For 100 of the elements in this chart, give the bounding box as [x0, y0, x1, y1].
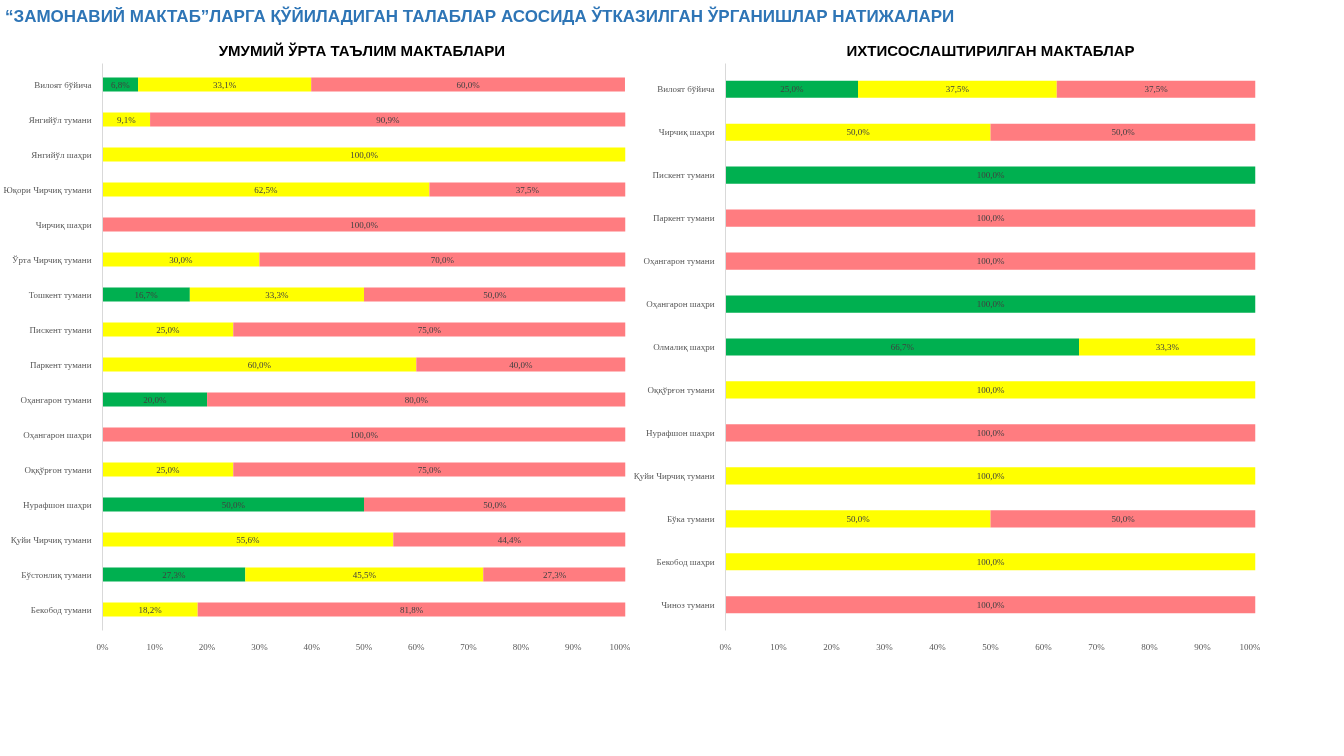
- bar: [102, 427, 626, 442]
- data-label: 50,0%: [221, 499, 246, 510]
- data-label: 50,0%: [1111, 514, 1136, 525]
- bar: [725, 80, 858, 99]
- y-tick-label: Бўстонлиқ тумани: [21, 569, 92, 580]
- x-tick-label: 100%: [1239, 641, 1261, 652]
- data-label: 100,0%: [976, 428, 1005, 439]
- data-label: 60,0%: [456, 79, 481, 90]
- bar: [150, 112, 626, 127]
- bar: [102, 147, 626, 162]
- data-label: 37,5%: [1144, 84, 1169, 95]
- data-label: 25,0%: [780, 84, 804, 95]
- y-tick-label: Чирчиқ шаҳри: [658, 127, 715, 138]
- y-tick-label: Вилоят бўйича: [34, 79, 92, 90]
- y-tick-label: Бекобод тумани: [30, 604, 92, 615]
- data-label: 30,0%: [169, 254, 194, 265]
- y-tick-label: Қуйи Чирчиқ тумани: [10, 534, 92, 545]
- data-label: 37,5%: [515, 184, 540, 195]
- data-label: 75,0%: [417, 324, 442, 335]
- bar: [259, 252, 626, 267]
- x-tick-label: 0%: [719, 641, 732, 652]
- text: “ЗАМОНАВИЙ МАКТАБ”ЛАРГА ҚЎЙИЛАДИГАН ТАЛАБЛАР АСОСИДА ЎТКАЗИЛГАН ЎРГАНИШЛАР НАТИЖАЛАРИ: [5, 5, 955, 28]
- data-label: 25,0%: [156, 464, 180, 475]
- bar: [725, 510, 991, 528]
- data-label: 25,0%: [156, 324, 180, 335]
- bar: [725, 123, 991, 142]
- data-label: 44,4%: [497, 534, 522, 545]
- y-tick-label: Пискент тумани: [652, 170, 715, 181]
- data-label: 100,0%: [976, 385, 1005, 396]
- data-label: 18,2%: [138, 604, 163, 615]
- data-label: 45,5%: [352, 569, 377, 580]
- data-label: 20,0%: [143, 394, 167, 405]
- data-label: 100,0%: [976, 471, 1005, 482]
- data-label: 100,0%: [976, 299, 1005, 310]
- bar: [725, 209, 1256, 228]
- chart-title: ИХТИСОСЛАШТИРИЛГАН МАКТАБЛАР: [846, 41, 1135, 59]
- bar: [102, 567, 246, 582]
- y-tick-label: Чирчиқ шаҳри: [35, 219, 92, 230]
- y-tick-label: Паркент тумани: [652, 213, 715, 224]
- bar: [416, 357, 626, 372]
- y-tick-label: Бўка тумани: [666, 514, 715, 525]
- x-tick-label: 70%: [1088, 641, 1106, 652]
- bar: [393, 532, 626, 547]
- bar: [102, 462, 234, 477]
- y-tick-label: Оҳангарон шаҳри: [646, 299, 715, 310]
- y-tick-label: Оҳангарон тумани: [643, 256, 715, 267]
- data-label: 100,0%: [976, 256, 1005, 267]
- bar: [990, 510, 1256, 528]
- bar: [725, 553, 1256, 571]
- bar: [102, 217, 626, 232]
- y-tick-label: Янгийўл тумани: [28, 114, 92, 125]
- data-label: 81,8%: [399, 604, 424, 615]
- y-tick-label: Пискент тумани: [29, 324, 92, 335]
- y-tick-label: Тошкент тумани: [28, 289, 92, 300]
- x-tick-label: 50%: [982, 641, 1000, 652]
- data-label: 100,0%: [976, 170, 1005, 181]
- bar: [102, 532, 394, 547]
- y-tick-label: Нурафшон шаҳри: [645, 428, 715, 439]
- x-tick-label: 30%: [251, 641, 269, 652]
- bar: [102, 182, 430, 197]
- data-label: 33,3%: [265, 289, 290, 300]
- x-tick-label: 10%: [146, 641, 164, 652]
- bar: [189, 287, 364, 302]
- x-tick-label: 20%: [823, 641, 841, 652]
- data-label: 75,0%: [417, 464, 442, 475]
- data-label: 37,5%: [945, 84, 970, 95]
- y-tick-label: Бекобод шаҳри: [656, 557, 715, 568]
- data-label: 100,0%: [350, 429, 379, 440]
- data-label: 62,5%: [254, 184, 279, 195]
- bar: [1056, 80, 1256, 99]
- data-label: 50,0%: [1111, 127, 1136, 138]
- bar: [483, 567, 626, 582]
- data-label: 6,8%: [110, 79, 131, 90]
- bar: [858, 80, 1057, 99]
- y-tick-label: Оққўрғон тумани: [647, 385, 715, 396]
- bar: [364, 287, 626, 302]
- bar: [725, 424, 1256, 442]
- y-tick-label: Оҳангарон шаҳри: [23, 429, 92, 440]
- data-label: 27,3%: [543, 569, 567, 580]
- bar: [429, 182, 626, 197]
- x-tick-label: 10%: [770, 641, 788, 652]
- data-label: 55,6%: [236, 534, 261, 545]
- bar: [197, 602, 626, 617]
- data-label: 40,0%: [509, 359, 534, 370]
- data-label: 50,0%: [483, 499, 507, 510]
- bar: [725, 467, 1256, 485]
- x-tick-label: 60%: [408, 641, 426, 652]
- y-tick-label: Оққўрғон тумани: [24, 464, 92, 475]
- bar: [990, 123, 1256, 142]
- data-label: 100,0%: [976, 557, 1005, 568]
- bar: [102, 252, 260, 267]
- data-label: 100,0%: [350, 149, 379, 160]
- bar: [102, 357, 417, 372]
- y-tick-label: Оҳангарон тумани: [20, 394, 92, 405]
- bar: [725, 596, 1256, 614]
- data-label: 33,3%: [1155, 342, 1180, 353]
- bar: [725, 166, 1256, 185]
- y-tick-label: Қуйи Чирчиқ тумани: [633, 471, 715, 482]
- bar: [102, 322, 234, 337]
- data-label: 66,7%: [890, 342, 915, 353]
